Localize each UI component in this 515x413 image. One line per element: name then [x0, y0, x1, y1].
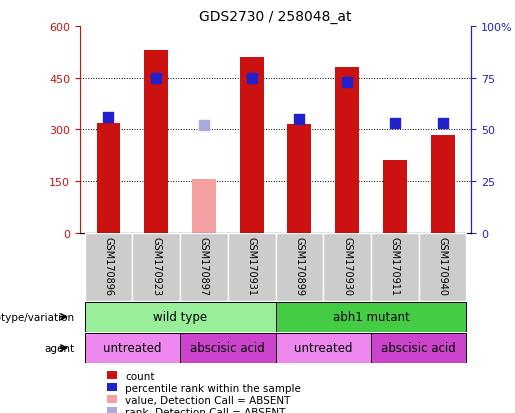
Bar — [371, 333, 467, 363]
Bar — [335, 68, 359, 233]
Text: agent: agent — [45, 343, 75, 353]
Bar — [96, 123, 121, 233]
Text: genotype/variation: genotype/variation — [0, 312, 75, 322]
Text: GSM170930: GSM170930 — [342, 237, 352, 296]
Text: untreated: untreated — [103, 342, 162, 354]
Text: GSM170897: GSM170897 — [199, 237, 209, 296]
Point — [248, 75, 256, 82]
Text: GSM170940: GSM170940 — [438, 237, 448, 296]
Text: abscisic acid: abscisic acid — [381, 342, 456, 354]
Legend: count, percentile rank within the sample, value, Detection Call = ABSENT, rank, : count, percentile rank within the sample… — [105, 369, 303, 413]
Bar — [84, 233, 132, 301]
Text: GSM170923: GSM170923 — [151, 237, 161, 296]
Point — [343, 79, 351, 86]
Bar — [132, 233, 180, 301]
Bar — [276, 302, 467, 332]
Bar — [84, 333, 180, 363]
Bar — [192, 180, 216, 233]
Bar — [276, 333, 371, 363]
Bar — [419, 233, 467, 301]
Bar — [323, 233, 371, 301]
Bar — [371, 233, 419, 301]
Bar — [144, 51, 168, 233]
Text: wild type: wild type — [153, 311, 207, 323]
Bar — [228, 233, 276, 301]
Text: abscisic acid: abscisic acid — [191, 342, 265, 354]
Bar — [239, 58, 264, 233]
Point — [438, 121, 447, 127]
Bar — [180, 233, 228, 301]
Bar — [431, 135, 455, 233]
Bar — [383, 161, 407, 233]
Text: GSM170896: GSM170896 — [104, 237, 113, 296]
Text: abh1 mutant: abh1 mutant — [333, 311, 409, 323]
Point — [200, 123, 208, 129]
Text: untreated: untreated — [294, 342, 352, 354]
Bar — [84, 302, 276, 332]
Bar — [180, 333, 276, 363]
Text: GSM170931: GSM170931 — [247, 237, 256, 296]
Bar — [276, 233, 323, 301]
Point — [295, 116, 303, 123]
Title: GDS2730 / 258048_at: GDS2730 / 258048_at — [199, 10, 352, 24]
Point — [391, 121, 399, 127]
Bar — [287, 125, 312, 233]
Point — [152, 75, 160, 82]
Text: GSM170911: GSM170911 — [390, 237, 400, 296]
Point — [105, 114, 113, 121]
Text: GSM170899: GSM170899 — [295, 237, 304, 296]
